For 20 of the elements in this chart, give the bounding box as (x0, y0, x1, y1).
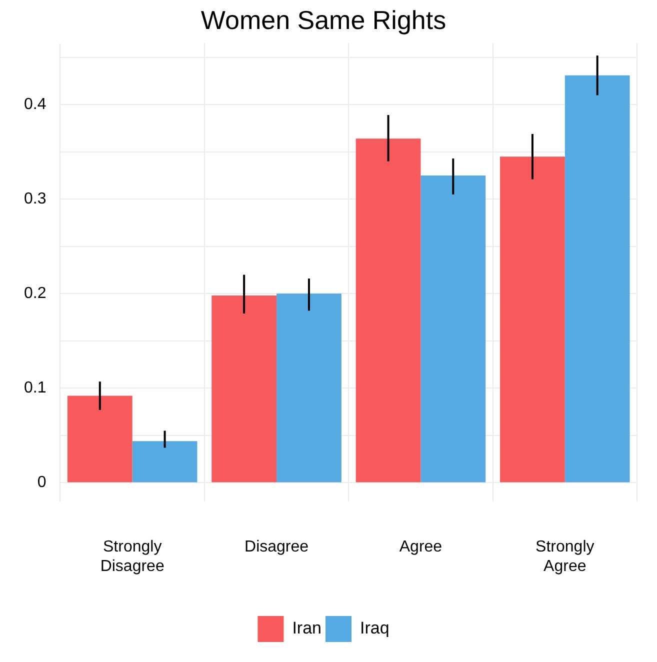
y-tick-label: 0.2 (24, 285, 46, 302)
legend-label: Iran (292, 618, 322, 638)
x-tick-label: Disagree (244, 538, 309, 556)
legend-label: Iraq (360, 618, 390, 638)
bar (276, 294, 342, 482)
y-tick-label: 0.3 (24, 190, 46, 208)
y-tick-label: 0.4 (24, 96, 46, 114)
x-tick-label: Strongly Disagree (100, 538, 164, 575)
x-tick-label: Agree (399, 538, 442, 556)
bar (500, 156, 565, 482)
chart-title: Women Same Rights (200, 4, 446, 35)
bar (420, 176, 486, 482)
x-tick-label: Strongly Agree (536, 538, 594, 575)
bar (132, 441, 198, 482)
bar (564, 75, 630, 482)
y-tick-label: 0.1 (24, 380, 46, 397)
bar (356, 138, 421, 482)
y-tick-label: 0 (37, 474, 46, 492)
bar (67, 396, 132, 482)
bar (212, 296, 277, 482)
